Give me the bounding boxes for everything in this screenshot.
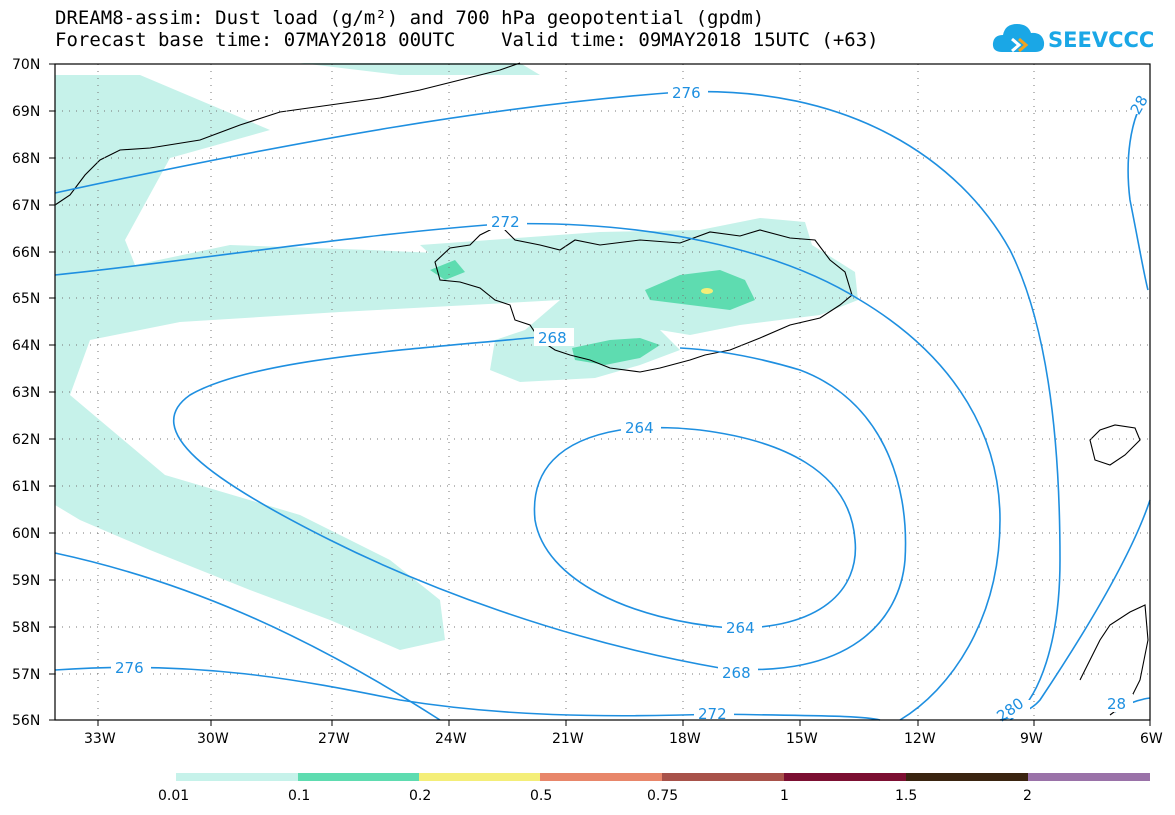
lat-label: 66N <box>12 245 40 261</box>
legend-tick: 0.01 <box>158 788 189 804</box>
dust-area-light <box>55 63 858 650</box>
lon-label: 27W <box>318 731 350 747</box>
legend-tick: 0.1 <box>288 788 310 804</box>
lon-label: 24W <box>435 731 467 747</box>
lat-label: 70N <box>12 57 40 73</box>
contour-label: 264 <box>625 419 654 437</box>
lat-label: 65N <box>12 291 40 307</box>
lat-label: 67N <box>12 198 40 214</box>
lat-label: 64N <box>12 338 40 354</box>
contour-label: 28 <box>1107 695 1126 713</box>
legend-tick: 1 <box>780 788 789 804</box>
contour-label: 276 <box>115 659 144 677</box>
contour-labels: 276 272 268 264 264 268 272 276 280 28 2… <box>111 83 1152 725</box>
contour-label: 268 <box>538 329 567 347</box>
logo-text: SEEVCCC <box>1048 28 1155 52</box>
lat-label: 57N <box>12 667 40 683</box>
cloud-icon <box>992 24 1045 53</box>
lat-label: 58N <box>12 620 40 636</box>
contour-label: 264 <box>726 619 755 637</box>
lon-label: 21W <box>552 731 584 747</box>
lat-label: 69N <box>12 104 40 120</box>
lat-label: 63N <box>12 385 40 401</box>
contour-label: 268 <box>722 664 751 682</box>
legend-swatch <box>419 773 540 781</box>
legend-swatch <box>1028 773 1150 781</box>
lat-label: 62N <box>12 432 40 448</box>
legend-swatch <box>298 773 419 781</box>
geopotential-contours <box>54 90 1151 721</box>
legend-swatch <box>176 773 298 781</box>
lon-label: 15W <box>786 731 818 747</box>
legend-tick: 2 <box>1023 788 1032 804</box>
legend-tick: 1.5 <box>895 788 917 804</box>
contour-label: 272 <box>491 213 520 231</box>
contour-label: 276 <box>672 84 701 102</box>
legend-swatch <box>540 773 662 781</box>
lon-label: 30W <box>197 731 229 747</box>
lon-label: 12W <box>904 731 936 747</box>
map-title: DREAM8-assim: Dust load (g/m²) and 700 h… <box>55 7 765 29</box>
legend-tick: 0.75 <box>647 788 678 804</box>
map-frame <box>54 63 1151 721</box>
longitude-labels: 33W 30W 27W 24W 21W 18W 15W 12W 9W 6W <box>84 731 1163 747</box>
lon-label: 6W <box>1140 731 1163 747</box>
lon-label: 9W <box>1020 731 1043 747</box>
legend-tick: 0.5 <box>530 788 552 804</box>
legend-swatch <box>662 773 784 781</box>
legend-swatch <box>906 773 1028 781</box>
graticule <box>55 64 1150 720</box>
dust-area-high <box>701 288 713 294</box>
lat-label: 59N <box>12 573 40 589</box>
map-subtitle: Forecast base time: 07MAY2018 00UTC Vali… <box>55 29 879 51</box>
color-legend: 0.01 0.1 0.2 0.5 0.75 1 1.5 2 <box>158 773 1150 804</box>
lat-label: 60N <box>12 526 40 542</box>
contour-label: 272 <box>698 705 727 723</box>
lat-label: 56N <box>12 713 40 729</box>
axis-ticks <box>49 63 1151 726</box>
seevccc-logo: SEEVCCC <box>990 18 1154 62</box>
lat-label: 61N <box>12 479 40 495</box>
lon-label: 33W <box>84 731 116 747</box>
legend-tick: 0.2 <box>409 788 431 804</box>
contour-label: 280 <box>993 694 1027 725</box>
coastlines <box>54 62 1149 716</box>
lat-label: 68N <box>12 151 40 167</box>
lon-label: 18W <box>669 731 701 747</box>
legend-swatch <box>784 773 906 781</box>
latitude-labels: 70N 69N 68N 67N 66N 65N 64N 63N 62N 61N … <box>12 57 40 729</box>
